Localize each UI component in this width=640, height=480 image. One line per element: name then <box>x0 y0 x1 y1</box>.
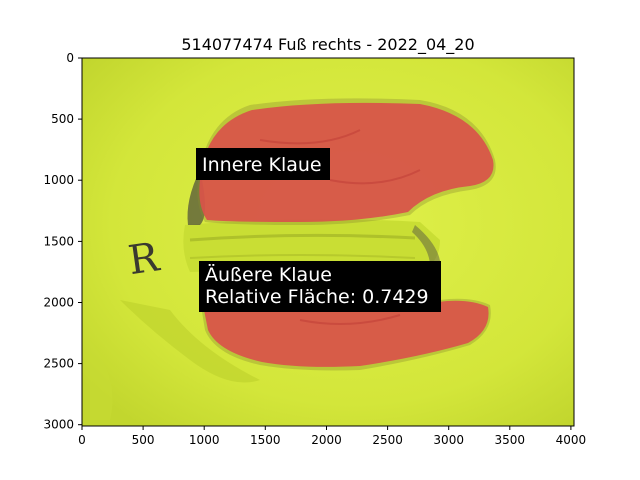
figure-title: 514077474 Fuß rechts - 2022_04_20 <box>181 35 474 55</box>
x-tick-label: 0 <box>78 433 86 447</box>
x-tick-label: 1500 <box>250 433 281 447</box>
inner-claw-annotation: Innere Klaue <box>196 148 330 180</box>
x-tick-label: 3000 <box>433 433 464 447</box>
y-tick-label: 1500 <box>43 234 74 248</box>
inner-claw-label: Innere Klaue <box>202 154 322 176</box>
x-tick-label: 500 <box>132 433 155 447</box>
x-tick-label: 2500 <box>372 433 403 447</box>
y-tick-label: 1000 <box>43 173 74 187</box>
outer-claw-label: Äußere Klaue <box>205 263 332 286</box>
y-tick-label: 0 <box>66 51 74 65</box>
x-tick-label: 4000 <box>556 433 587 447</box>
x-tick-label: 2000 <box>311 433 342 447</box>
axes-frame <box>81 57 575 427</box>
x-axis: 0 500 1000 1500 2000 2500 3000 3500 4000 <box>78 426 586 447</box>
y-tick-label: 2500 <box>43 357 74 371</box>
y-tick-label: 3000 <box>43 418 74 432</box>
y-axis: 0 500 1000 1500 2000 2500 3000 <box>43 51 82 432</box>
y-tick-label: 2000 <box>43 296 74 310</box>
y-tick-label: 500 <box>51 112 74 126</box>
inner-claw-segment <box>199 102 494 222</box>
relative-area-label: Relative Fläche: 0.7429 <box>205 286 429 308</box>
outer-claw-annotation: Äußere Klaue Relative Fläche: 0.7429 <box>199 261 441 312</box>
x-tick-label: 3500 <box>495 433 526 447</box>
x-tick-label: 1000 <box>189 433 220 447</box>
